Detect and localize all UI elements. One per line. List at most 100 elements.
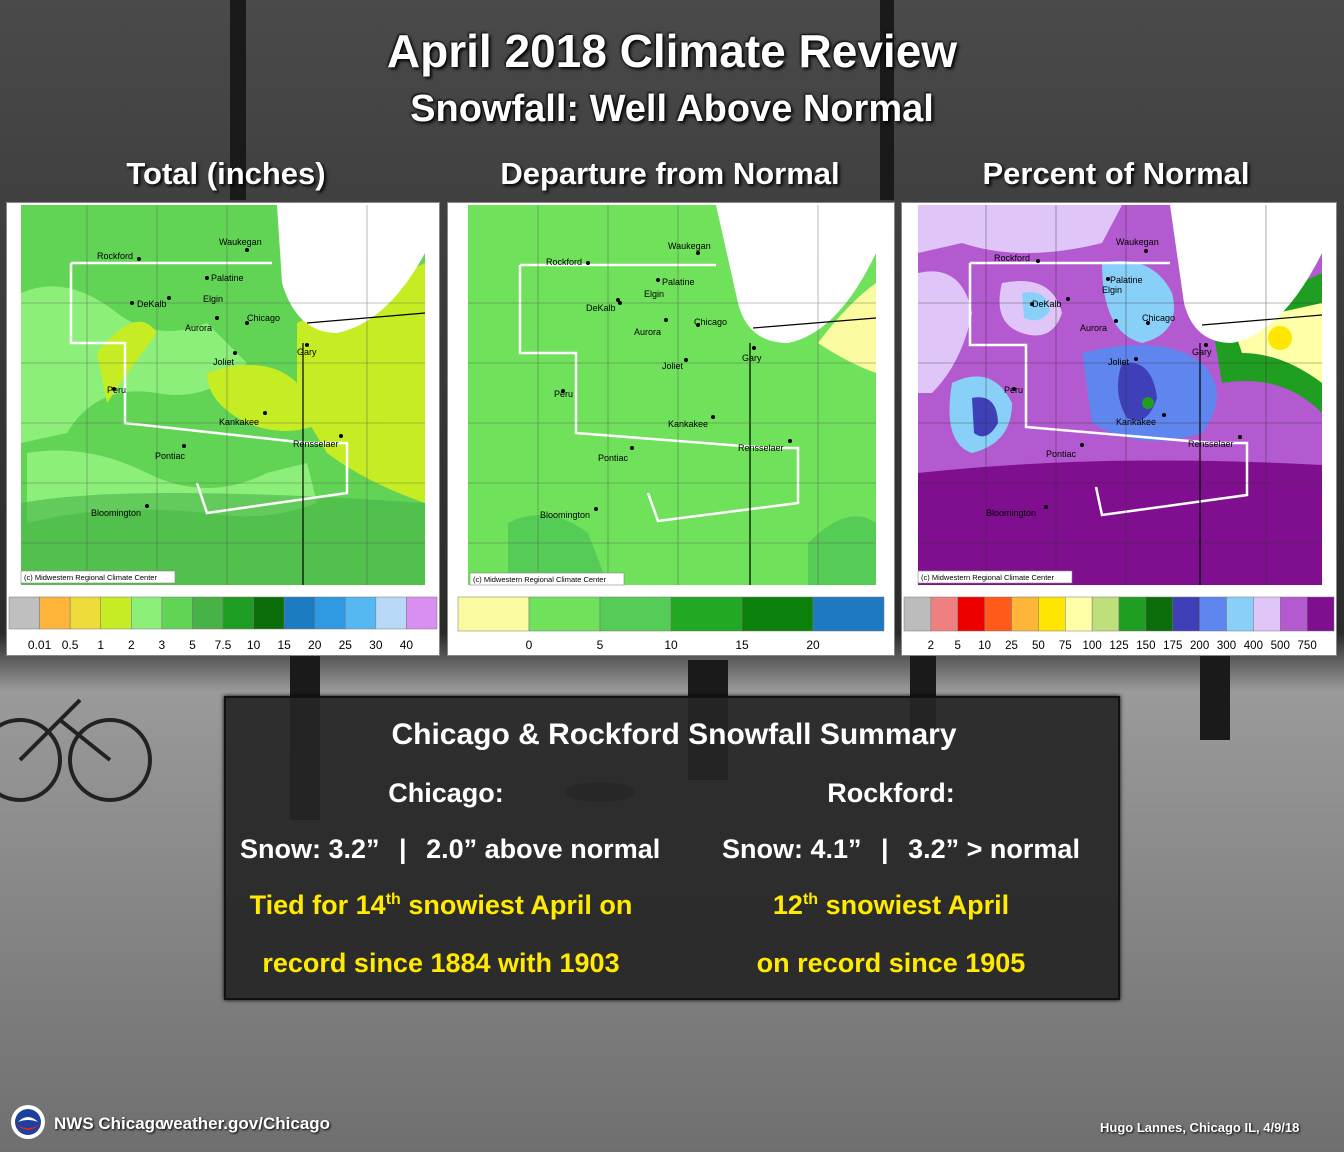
city-label: Waukegan	[1116, 237, 1159, 247]
legend-swatch	[670, 596, 743, 632]
map-panel-departure: Rockford Waukegan Palatine Elgin DeKalb …	[447, 202, 895, 656]
legend-departure: 0 5 10 15 20	[457, 596, 885, 652]
city-label: Joliet	[662, 361, 684, 371]
city-label: DeKalb	[1032, 299, 1062, 309]
footer-org: NWS Chicago	[54, 1114, 166, 1133]
legend-label: 10	[978, 640, 991, 652]
legend-swatch	[8, 596, 40, 630]
legend-label: 5	[189, 638, 196, 652]
city-label: Bloomington	[986, 508, 1036, 518]
city-label: Bloomington	[91, 508, 141, 518]
legend-swatch	[930, 596, 958, 632]
legend-swatch	[161, 596, 193, 630]
main-title: April 2018 Climate Review	[386, 25, 958, 77]
legend-swatch	[903, 596, 932, 632]
chicago-rank-text-2: snowiest April on	[400, 890, 633, 920]
city-label: Rensselaer	[738, 443, 784, 453]
legend-swatch	[39, 596, 71, 630]
legend-label: 25	[1005, 640, 1018, 652]
legend-label: 25	[339, 638, 353, 652]
map-credit: (c) Midwestern Regional Climate Center	[473, 575, 606, 584]
map-percent: Rockford Waukegan Palatine Elgin DeKalb …	[903, 205, 1335, 652]
footer-url[interactable]: weather.gov/Chicago	[160, 1114, 331, 1133]
legend-swatch	[1038, 596, 1066, 632]
legend-label: 0	[526, 638, 533, 652]
rockford-rank-text: 12	[772, 890, 803, 920]
snowfall-summary-box: Chicago & Rockford Snowfall Summary Chic…	[224, 696, 1120, 1000]
rockford-snow: Snow: 4.1” | 3.2” > normal	[722, 834, 1080, 865]
legend-label: 400	[1244, 640, 1263, 652]
legend-percent: 2 5 10 25 50 75 100 125 150 175 200 300 400 500 750	[903, 596, 1335, 652]
legend-swatch	[812, 596, 885, 632]
chicago-rank-line2: record since 1884 with 1903	[262, 948, 620, 978]
legend-total: 0.01 0.5 1 2 3 5 7.5 10 15 20 25 30 40	[8, 596, 438, 652]
legend-label: 100	[1083, 640, 1102, 652]
legend-swatch	[599, 596, 672, 632]
city-label: Gary	[1192, 347, 1212, 357]
legend-swatch	[741, 596, 814, 632]
legend-swatch	[345, 596, 377, 630]
legend-swatch	[1199, 596, 1227, 632]
city-label: Rensselaer	[1188, 439, 1234, 449]
rockford-rank: 12th snowiest April	[726, 890, 1056, 921]
sub-title: Snowfall: Well Above Normal	[410, 88, 934, 130]
city-label: DeKalb	[586, 303, 616, 313]
rockford-rank-suffix: th	[802, 891, 819, 908]
city-label: Peru	[554, 389, 573, 399]
summary-title: Chicago & Rockford Snowfall Summary	[391, 718, 957, 751]
legend-swatch	[283, 596, 315, 630]
city-label: Kankakee	[1116, 417, 1156, 427]
city-label: Peru	[1004, 385, 1023, 395]
legend-label: 10	[664, 638, 678, 652]
legend-label: 150	[1136, 640, 1155, 652]
city-label: Kankakee	[219, 417, 259, 427]
legend-label: 500	[1271, 640, 1290, 652]
legend-label: 0.5	[62, 638, 79, 652]
panel-title-percent: Percent of Normal	[982, 156, 1250, 191]
legend-label: 125	[1109, 640, 1128, 652]
legend-label: 5	[955, 640, 961, 652]
city-label: Pontiac	[155, 451, 186, 461]
legend-label: 50	[1032, 640, 1045, 652]
legend-swatch	[1172, 596, 1200, 632]
map-credit: (c) Midwestern Regional Climate Center	[921, 573, 1054, 582]
city-label: Elgin	[203, 294, 223, 304]
legend-swatch	[222, 596, 254, 630]
map-panel-percent: Rockford Waukegan Palatine Elgin DeKalb …	[901, 202, 1337, 656]
legend-swatch	[314, 596, 346, 630]
chicago-rank: Tied for 14th snowiest April on	[246, 890, 636, 921]
city-label: Palatine	[211, 273, 244, 283]
chicago-rank-text: Tied for 14	[249, 890, 386, 920]
legend-swatch	[1118, 596, 1147, 632]
city-label: Rensselaer	[293, 439, 339, 449]
divider: |	[399, 834, 407, 864]
city-label: Chicago	[694, 317, 727, 327]
city-label: Rockford	[546, 257, 582, 267]
legend-swatch	[1306, 596, 1335, 632]
legend-swatch	[375, 596, 407, 630]
map-departure: Rockford Waukegan Palatine Elgin DeKalb …	[457, 205, 885, 652]
legend-swatch	[1226, 596, 1254, 632]
rockford-rank-text-2: snowiest April	[818, 890, 1010, 920]
map-credit: (c) Midwestern Regional Climate Center	[24, 573, 157, 582]
map-panel-total: Rockford Waukegan Palatine Elgin DeKalb …	[6, 202, 440, 656]
map-total: Rockford Waukegan Palatine Elgin DeKalb …	[8, 205, 438, 652]
city-label: Waukegan	[668, 241, 711, 251]
city-label: Kankakee	[668, 419, 708, 429]
legend-label: 15	[277, 638, 291, 652]
legend-swatch	[100, 596, 132, 630]
legend-label: 2	[928, 640, 934, 652]
city-label: Peru	[107, 385, 126, 395]
rockford-rank-line2: on record since 1905	[756, 948, 1026, 978]
legend-swatch	[131, 596, 163, 630]
city-label: Elgin	[644, 289, 664, 299]
legend-label: 3	[159, 638, 166, 652]
nws-logo-icon	[11, 1105, 45, 1139]
chicago-snow: Snow: 3.2” | 2.0” above normal	[240, 834, 660, 865]
legend-label: 5	[597, 638, 604, 652]
panel-title-departure: Departure from Normal	[500, 156, 840, 191]
city-label: Chicago	[1142, 313, 1175, 323]
rockford-departure: 3.2” > normal	[908, 834, 1080, 864]
legend-swatch	[1280, 596, 1308, 632]
rockford-heading: Rockford:	[827, 778, 955, 808]
